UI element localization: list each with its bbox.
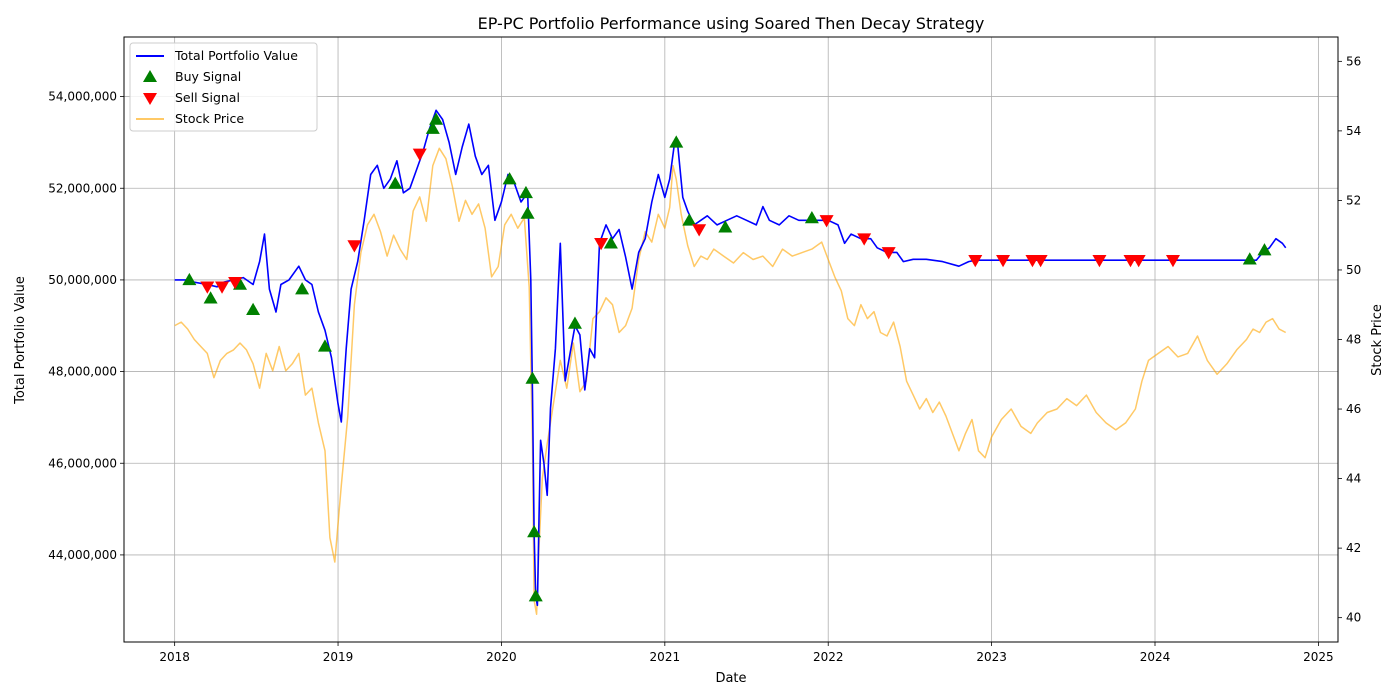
legend-label: Stock Price — [175, 111, 244, 126]
y2-tick-label: 40 — [1346, 611, 1361, 625]
buy-signal-marker — [527, 525, 542, 538]
y2-tick-label: 48 — [1346, 333, 1361, 347]
buy-signal-marker — [429, 112, 444, 125]
sell-signal-marker — [412, 148, 427, 161]
y-tick-label: 44,000,000 — [48, 548, 117, 562]
y-tick-label: 54,000,000 — [48, 90, 117, 104]
x-tick-label: 2019 — [323, 650, 354, 664]
buy-signal-marker — [1257, 243, 1272, 256]
signal-markers — [182, 112, 1272, 602]
stock-price-series — [174, 147, 1287, 615]
buy-signal-marker — [528, 589, 543, 602]
buy-signal-marker — [518, 185, 533, 199]
sell-signal-marker — [968, 254, 983, 268]
x-tick-label: 2018 — [159, 650, 190, 664]
sell-signal-marker — [347, 240, 362, 253]
sell-signal-marker — [692, 224, 707, 237]
buy-signal-marker — [669, 135, 684, 148]
sell-signal-marker — [594, 238, 609, 251]
buy-signal-marker — [203, 291, 218, 304]
sell-signal-marker — [228, 276, 243, 290]
buy-signal-marker — [317, 339, 332, 352]
x-tick-label: 2020 — [486, 650, 517, 664]
buy-signal-marker — [718, 220, 733, 233]
x-tick-label: 2022 — [813, 650, 844, 664]
y2-tick-label: 42 — [1346, 541, 1361, 555]
buy-signal-marker — [520, 206, 535, 219]
y2-tick-label: 46 — [1346, 402, 1361, 416]
axes: 2018 2019 2020 2021 2022 2023 2024 2025 44,000,0… — [48, 54, 1361, 664]
y2-tick-label: 52 — [1346, 193, 1361, 207]
x-axis-label: Date — [715, 671, 746, 686]
y-tick-label: 52,000,000 — [48, 181, 117, 195]
sell-signal-marker — [1092, 254, 1107, 268]
buy-signal-marker — [682, 213, 697, 226]
buy-signal-marker — [603, 236, 618, 249]
sell-signal-marker — [200, 281, 215, 294]
x-tick-label: 2025 — [1303, 650, 1334, 664]
legend-box — [129, 42, 318, 132]
sell-signal-marker — [215, 281, 230, 294]
sell-signal-marker — [881, 247, 896, 260]
buy-signal-marker — [425, 121, 440, 134]
grid-lines — [124, 37, 1338, 642]
y2-tick-label: 54 — [1346, 124, 1361, 138]
sell-signal-marker — [1165, 254, 1180, 268]
y2-axis-label: Stock Price — [1370, 304, 1385, 376]
stock-price-line — [174, 147, 1287, 615]
legend: Total Portfolio Value Buy Signal Sell Sign… — [129, 42, 318, 132]
legend-sell-icon — [143, 93, 157, 105]
legend-label: Total Portfolio Value — [174, 48, 298, 63]
buy-signal-marker — [295, 282, 310, 295]
y2-tick-label: 56 — [1346, 54, 1361, 68]
x-tick-label: 2023 — [976, 650, 1007, 664]
sell-signal-marker — [1033, 254, 1048, 268]
y2-tick-label: 44 — [1346, 472, 1361, 486]
x-tick-label: 2021 — [650, 650, 681, 664]
sell-signal-marker — [819, 215, 834, 228]
legend-label: Sell Signal — [175, 90, 240, 105]
legend-buy-icon — [143, 70, 157, 82]
y-tick-label: 46,000,000 — [48, 456, 117, 470]
buy-signal-marker — [246, 302, 261, 315]
sell-signal-marker — [857, 233, 872, 246]
x-tick-label: 2024 — [1140, 650, 1171, 664]
buy-signal-marker — [388, 176, 403, 189]
y-tick-label: 48,000,000 — [48, 365, 117, 379]
buy-signal-marker — [1242, 252, 1257, 265]
y-tick-label: 50,000,000 — [48, 273, 117, 287]
buy-signal-marker — [567, 316, 582, 329]
buy-signal-marker — [525, 371, 540, 384]
legend-label: Buy Signal — [175, 69, 241, 84]
sell-signal-marker — [1131, 254, 1146, 268]
buy-signal-marker — [182, 272, 197, 286]
chart-title: EP-PC Portfolio Performance using Soared… — [478, 14, 985, 33]
y-axis-label: Total Portfolio Value — [13, 276, 28, 405]
buy-signal-marker — [502, 172, 517, 185]
buy-signal-marker — [804, 211, 819, 224]
y2-tick-label: 50 — [1346, 263, 1361, 277]
sell-signal-marker — [996, 254, 1011, 268]
